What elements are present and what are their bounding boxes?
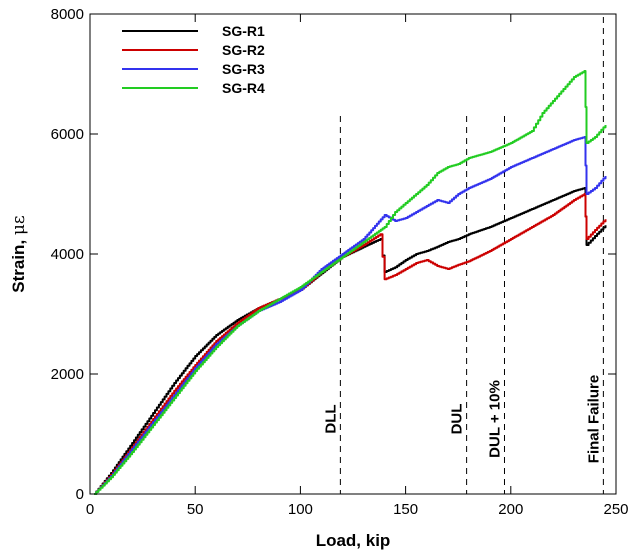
reference-line-label: DUL — [449, 404, 466, 435]
series-line-sg-r2 — [94, 193, 607, 495]
x-tick-label: 0 — [86, 501, 94, 518]
reference-line-label: DLL — [322, 404, 339, 433]
axis-ticks: 0 50 100 150 200 250 0 2000 4000 6000 8000 — [51, 6, 629, 518]
plot-frame — [89, 13, 617, 495]
legend: SG-R1 SG-R2 SG-R3 SG-R4 — [122, 23, 265, 96]
y-axis-title-unit: με — [9, 215, 29, 235]
series-line-sg-r3 — [94, 136, 607, 495]
legend-label: SG-R1 — [222, 23, 265, 39]
y-tick-label: 2000 — [51, 366, 84, 383]
legend-label: SG-R3 — [222, 61, 265, 77]
x-tick-label: 250 — [603, 501, 628, 518]
series-lines — [94, 70, 607, 495]
reference-line-label: Final Failure — [585, 375, 602, 463]
x-tick-label: 100 — [288, 501, 313, 518]
series-line-sg-r1 — [94, 187, 607, 495]
y-tick-label: 0 — [76, 486, 84, 503]
y-tick-label: 4000 — [51, 246, 84, 263]
reference-labels: DLL DUL DUL + 10% Final Failure — [322, 375, 602, 463]
y-tick-label: 6000 — [51, 126, 84, 143]
reference-line-label: DUL + 10% — [486, 380, 503, 458]
series-line-sg-r4 — [94, 70, 607, 495]
legend-label: SG-R2 — [222, 42, 265, 58]
y-axis-title-text: Strain, — [9, 235, 28, 293]
y-tick-label: 8000 — [51, 6, 84, 23]
reference-lines — [339, 17, 604, 494]
legend-label: SG-R4 — [222, 80, 265, 96]
x-tick-label: 200 — [498, 501, 523, 518]
x-tick-label: 50 — [187, 501, 204, 518]
x-tick-label: 150 — [393, 501, 418, 518]
x-axis-title: Load, kip — [316, 531, 391, 550]
y-axis-title: Strain, με — [9, 215, 29, 293]
